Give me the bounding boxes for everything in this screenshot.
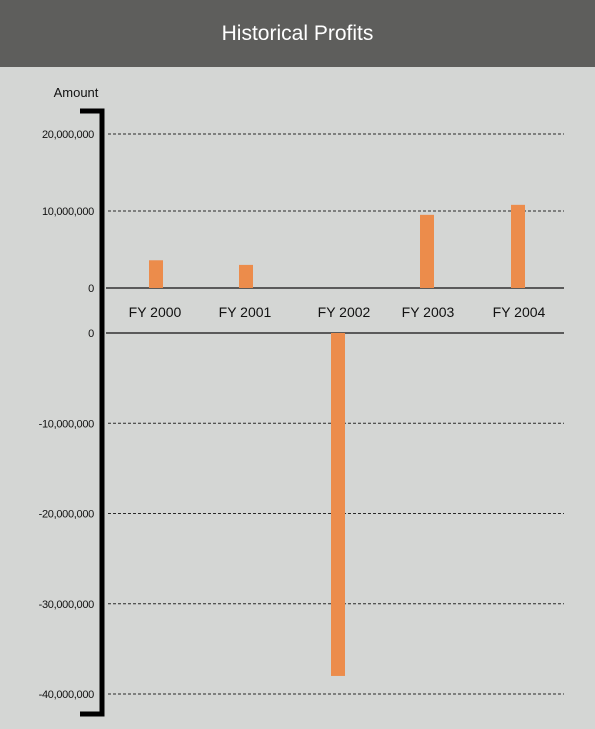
y-positive-tick-label: 0 — [88, 283, 94, 295]
category-label: FY 2000 — [129, 304, 182, 320]
bar-fy-2003 — [420, 214, 434, 288]
chart-plot: Amount 0 10,000,000 20,000,000 0 -10,000,000… — [39, 85, 564, 717]
bar-fy-2000 — [149, 260, 163, 288]
bar-fy-2004 — [511, 204, 525, 288]
y-axis-bracket — [80, 108, 105, 717]
chart-title: Historical Profits — [221, 21, 374, 45]
y-positive-tick-label: 10,000,000 — [42, 206, 94, 218]
category-label: FY 2004 — [493, 304, 546, 320]
y-negative-tick-label: 0 — [88, 328, 94, 340]
bar-fy-2002 — [331, 333, 345, 676]
y-positive-tick-label: 20,000,000 — [42, 129, 94, 141]
y-negative-tick-label: -30,000,000 — [39, 599, 95, 611]
category-label: FY 2001 — [219, 304, 272, 320]
y-negative-tick-label: -20,000,000 — [39, 509, 95, 521]
chart-title-bar: Historical Profits — [0, 0, 595, 67]
y-axis-label: Amount — [54, 85, 99, 100]
y-negative-tick-label: -10,000,000 — [39, 418, 95, 430]
bar-fy-2001 — [239, 264, 253, 288]
category-label: FY 2002 — [318, 304, 371, 320]
category-label: FY 2003 — [402, 304, 455, 320]
y-negative-tick-label: -40,000,000 — [39, 689, 95, 701]
